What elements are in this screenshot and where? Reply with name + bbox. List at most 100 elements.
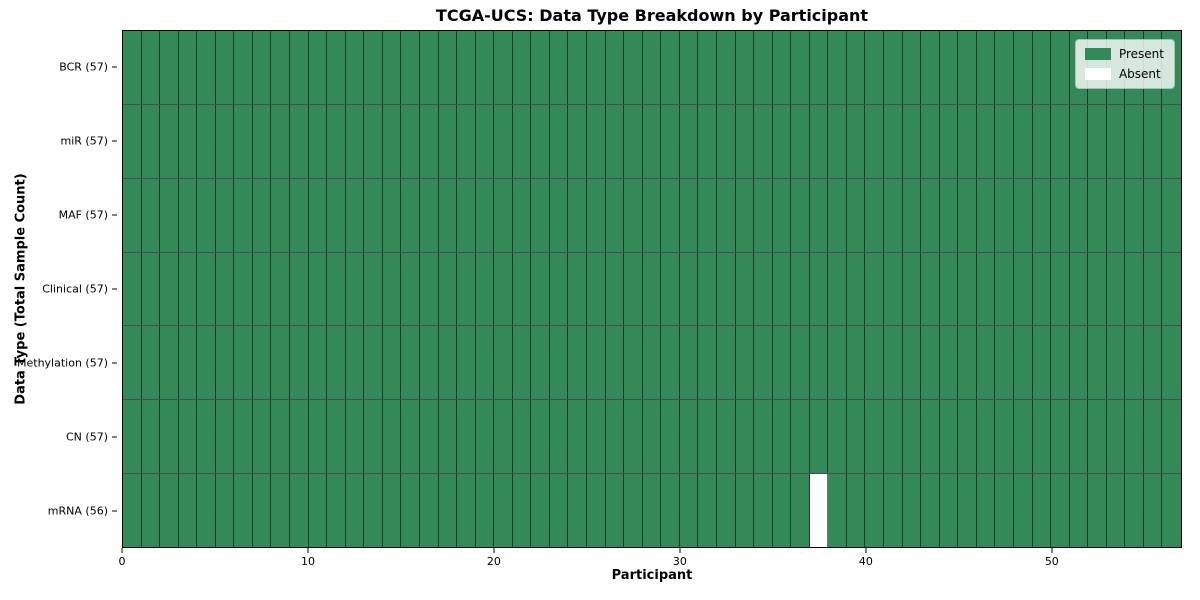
- heatmap-cell: [234, 474, 253, 548]
- heatmap-cell: [345, 31, 365, 104]
- heatmap-cell: [939, 178, 959, 252]
- heatmap-cell: [865, 326, 885, 400]
- heatmap-cell: [679, 474, 699, 548]
- heatmap-cell: [846, 326, 866, 400]
- heatmap-cell: [197, 31, 216, 104]
- heatmap-cell: [234, 178, 253, 252]
- heatmap-cell: [364, 326, 383, 400]
- heatmap-cell: [1069, 104, 1089, 178]
- heatmap-cell: [642, 474, 662, 548]
- heatmap-cell: [234, 400, 253, 474]
- heatmap-cell: [568, 400, 588, 474]
- heatmap-cell: [865, 31, 885, 104]
- heatmap-cell: [716, 104, 736, 178]
- heatmap-row-bcr: [123, 31, 1181, 105]
- heatmap-cell: [902, 31, 922, 104]
- heatmap-cell: [976, 178, 996, 252]
- heatmap-cell: [661, 400, 680, 474]
- heatmap-cell: [215, 252, 235, 326]
- heatmap-cell: [401, 474, 420, 548]
- heatmap-cell: [1088, 104, 1107, 178]
- heatmap-cell: [1143, 104, 1163, 178]
- heatmap-cell: [976, 252, 996, 326]
- heatmap-cell: [772, 400, 792, 474]
- heatmap-cell: [1013, 31, 1033, 104]
- heatmap-cell: [754, 31, 773, 104]
- heatmap-cell: [290, 178, 309, 252]
- heatmap-cell: [549, 31, 569, 104]
- heatmap-cell: [1106, 252, 1126, 326]
- heatmap-cell: [884, 31, 903, 104]
- heatmap-cell: [141, 31, 161, 104]
- plot-area: Present Absent: [122, 30, 1182, 548]
- y-tick-mark: [112, 362, 117, 364]
- heatmap-cell: [549, 104, 569, 178]
- heatmap-row-cn: [123, 400, 1181, 475]
- heatmap-cell: [679, 326, 699, 400]
- heatmap-cell: [549, 252, 569, 326]
- heatmap-cell: [587, 178, 606, 252]
- heatmap-cell: [215, 31, 235, 104]
- heatmap-cell: [160, 326, 179, 400]
- heatmap-cell: [605, 326, 625, 400]
- heatmap-cell: [123, 326, 142, 400]
- y-tick-label: MAF (57): [58, 208, 108, 222]
- heatmap-cell: [661, 178, 680, 252]
- heatmap-cell: [587, 252, 606, 326]
- legend-label: Present: [1118, 47, 1164, 61]
- heatmap-cell: [308, 474, 328, 548]
- y-tick-mark: [112, 140, 117, 142]
- heatmap-cell: [642, 104, 662, 178]
- heatmap-cell: [754, 252, 773, 326]
- x-tick-mark: [121, 548, 123, 553]
- heatmap-cell: [716, 400, 736, 474]
- y-tick-mark: [112, 510, 117, 512]
- heatmap-cell: [1069, 326, 1089, 400]
- heatmap-row-maf: [123, 178, 1181, 253]
- heatmap-cell: [642, 178, 662, 252]
- y-tick-label: BCR (57): [59, 60, 108, 74]
- heatmap-cell: [1051, 178, 1070, 252]
- heatmap-cell: [735, 178, 755, 252]
- heatmap-cell: [735, 104, 755, 178]
- heatmap-cell: [290, 400, 309, 474]
- heatmap-cell: [921, 400, 940, 474]
- heatmap-cell: [958, 400, 977, 474]
- heatmap-cell: [271, 474, 291, 548]
- heatmap-cell: [698, 252, 717, 326]
- heatmap-cell: [865, 252, 885, 326]
- heatmap-cell: [976, 400, 996, 474]
- heatmap-cell: [364, 31, 383, 104]
- heatmap-cell: [1013, 252, 1033, 326]
- heatmap-cell: [698, 400, 717, 474]
- heatmap-cell: [865, 178, 885, 252]
- heatmap-cell: [549, 400, 569, 474]
- heatmap-cell: [197, 474, 216, 548]
- heatmap-cell: [735, 474, 755, 548]
- heatmap-row-clinical: [123, 252, 1181, 327]
- heatmap-cell: [587, 400, 606, 474]
- heatmap-cell: [1032, 474, 1052, 548]
- heatmap-cell: [438, 474, 458, 548]
- heatmap-cell: [178, 400, 198, 474]
- heatmap-cell: [197, 252, 216, 326]
- heatmap-cell: [401, 178, 420, 252]
- heatmap-cell: [1032, 252, 1052, 326]
- heatmap-cell: [902, 474, 922, 548]
- heatmap-cell: [1125, 178, 1144, 252]
- heatmap-cell: [364, 104, 383, 178]
- heatmap-cell: [215, 104, 235, 178]
- heatmap-cell: [1032, 326, 1052, 400]
- heatmap-cell: [1013, 400, 1033, 474]
- heatmap-cell: [531, 31, 550, 104]
- heatmap-cell: [1162, 400, 1181, 474]
- heatmap-cell: [902, 252, 922, 326]
- heatmap-cell: [438, 31, 458, 104]
- heatmap-cell: [1088, 178, 1107, 252]
- heatmap-cell: [921, 326, 940, 400]
- heatmap-cell: [401, 31, 420, 104]
- heatmap-cell: [921, 178, 940, 252]
- heatmap-cell: [568, 252, 588, 326]
- heatmap-cell: [958, 31, 977, 104]
- heatmap-cell: [754, 400, 773, 474]
